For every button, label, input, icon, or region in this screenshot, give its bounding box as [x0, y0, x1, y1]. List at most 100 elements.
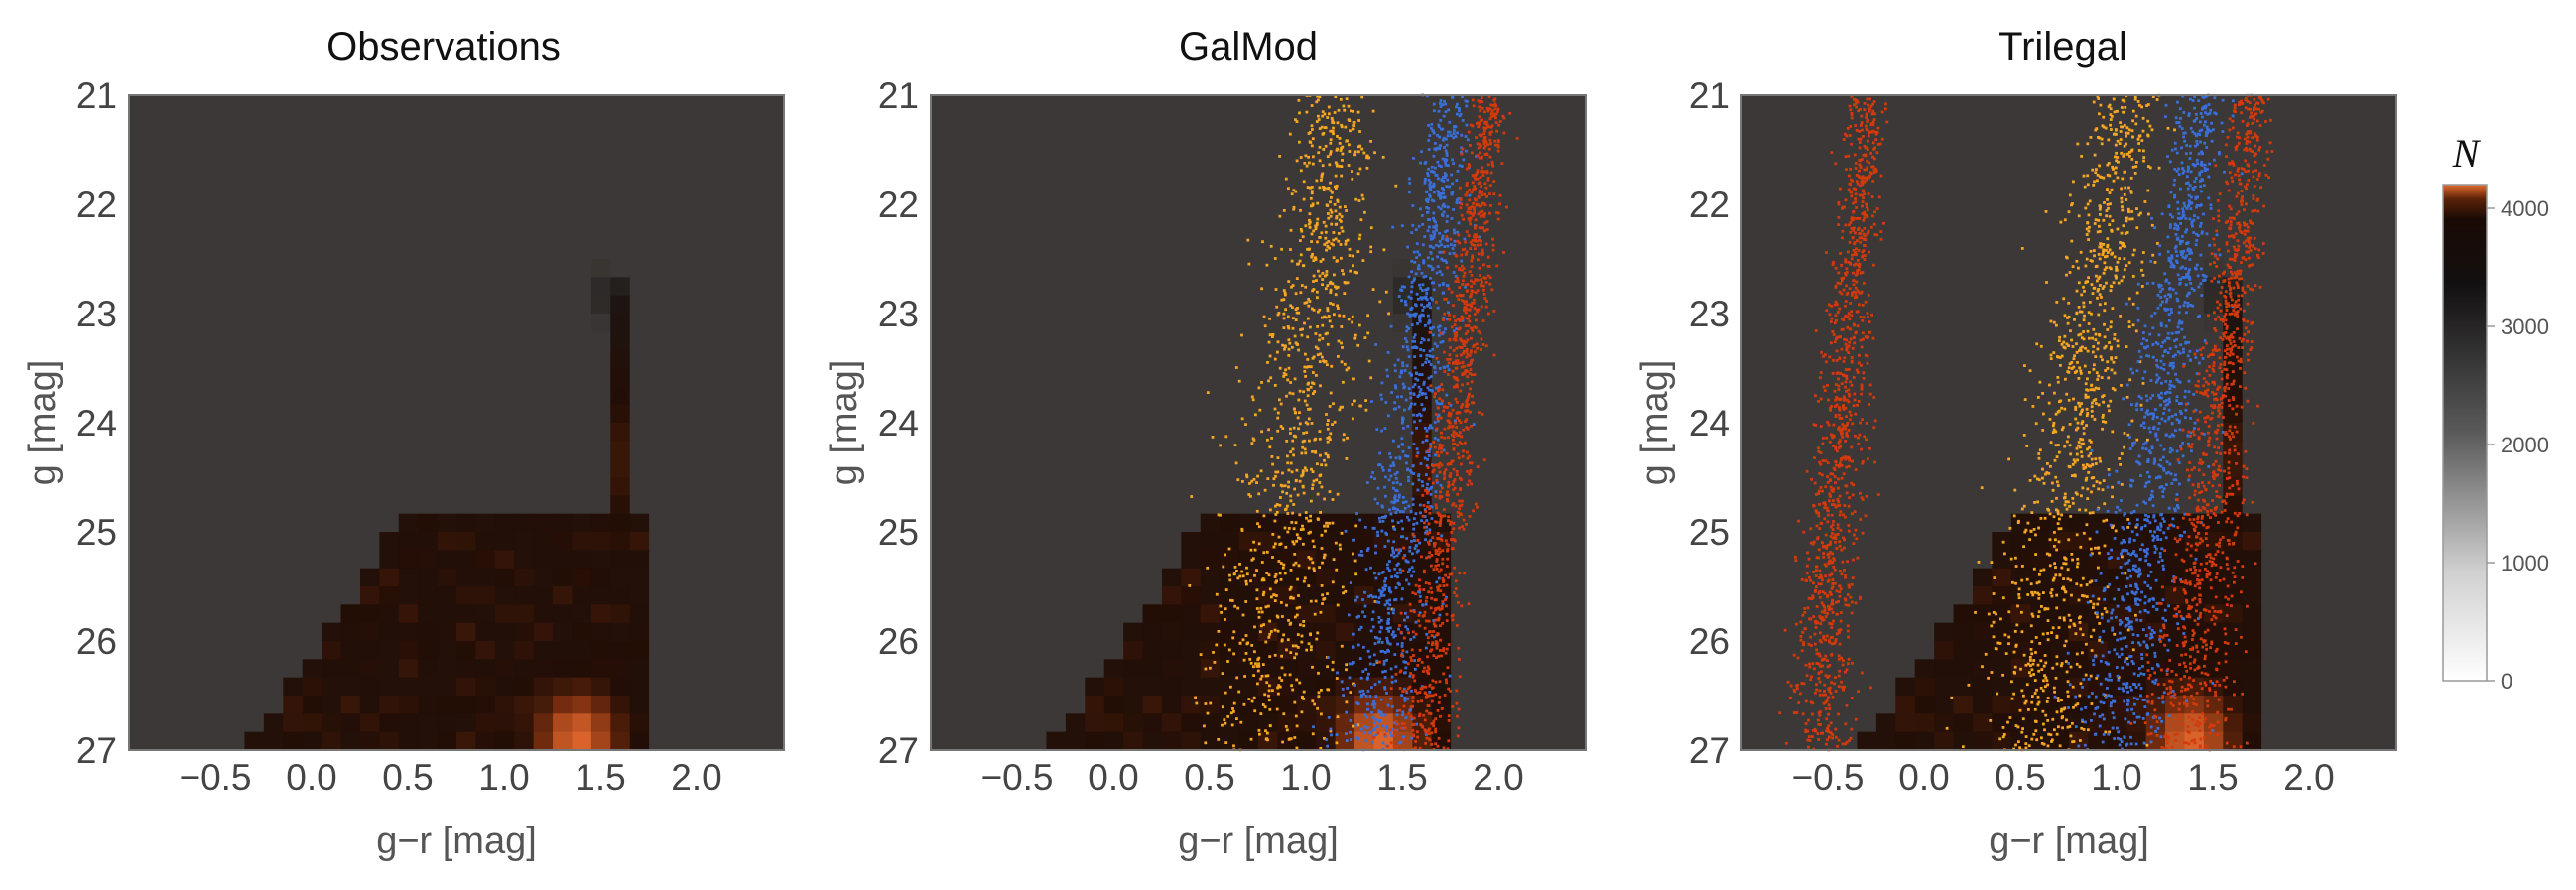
scatter-point [1257, 728, 1261, 732]
heatmap-cell [1007, 532, 1028, 551]
scatter-point [1318, 274, 1322, 278]
scatter-point [1413, 314, 1417, 318]
heatmap-cell [988, 477, 1009, 496]
scatter-point [1274, 288, 1278, 291]
scatter-point [1352, 264, 1354, 268]
scatter-point [1428, 388, 1431, 392]
scatter-point [1250, 442, 1254, 445]
scatter-point [1272, 545, 1276, 549]
scatter-point [1378, 451, 1381, 455]
heatmap-cell [1412, 131, 1433, 151]
scatter-point [1387, 469, 1391, 472]
scatter-point [1311, 561, 1315, 565]
scatter-point [1332, 231, 1336, 234]
scatter-point [1430, 298, 1434, 301]
heatmap-cell [1508, 659, 1529, 679]
scatter-point [1475, 342, 1479, 346]
scatter-point [1413, 355, 1416, 358]
heatmap-cell [1258, 404, 1279, 424]
heatmap-cell [340, 131, 361, 151]
heatmap-cell [553, 386, 574, 406]
heatmap-cell [1085, 622, 1105, 642]
heatmap-cell [764, 131, 785, 151]
heatmap-cell [167, 568, 188, 587]
heatmap-cell [707, 222, 727, 242]
heatmap-cell [1046, 186, 1067, 205]
heatmap-cell [148, 586, 169, 605]
heatmap-cell [340, 677, 361, 697]
heatmap-cell [610, 659, 631, 679]
scatter-point [1291, 644, 1295, 648]
heatmap-cell [475, 240, 496, 260]
heatmap-cell [1027, 495, 1048, 515]
heatmap-cell [649, 259, 670, 278]
heatmap-cell [1566, 423, 1587, 442]
heatmap-cell [148, 168, 169, 188]
scatter-point [1446, 318, 1449, 321]
scatter-point [1444, 327, 1447, 331]
heatmap-cell [572, 641, 592, 660]
heatmap-cell [533, 713, 554, 733]
scatter-point [1364, 399, 1367, 402]
scatter-point [1393, 363, 1397, 367]
scatter-point [1407, 327, 1411, 330]
heatmap-cell [475, 331, 496, 351]
heatmap-cell [950, 368, 970, 387]
scatter-point [1428, 528, 1432, 532]
heatmap-cell [283, 150, 304, 169]
heatmap-cell [1566, 441, 1587, 460]
scatter-point [1295, 652, 1298, 656]
scatter-point [1345, 97, 1349, 101]
scatter-point [1322, 220, 1326, 224]
scatter-point [1312, 155, 1315, 159]
heatmap-cell [475, 550, 496, 570]
scatter-point [1265, 550, 1269, 554]
heatmap-cell [610, 240, 631, 260]
heatmap-cell [1007, 550, 1028, 570]
heatmap-cell [649, 113, 670, 133]
scatter-point [1424, 295, 1428, 299]
scatter-point [1307, 642, 1311, 646]
scatter-point [1347, 118, 1351, 122]
heatmap-cell [1547, 513, 1568, 533]
scatter-point [1451, 96, 1455, 99]
scatter-point [1277, 560, 1281, 563]
scatter-point [1379, 393, 1383, 397]
scatter-point [1332, 121, 1336, 125]
heatmap-cell [1547, 240, 1568, 260]
scatter-point [1412, 336, 1416, 339]
heatmap-cell [167, 240, 188, 260]
heatmap-cell [398, 331, 419, 351]
scatter-point [1334, 285, 1337, 289]
heatmap-cell [668, 641, 689, 660]
heatmap-cell [1142, 331, 1163, 351]
heatmap-cell [302, 423, 322, 442]
heatmap-cell [1566, 131, 1587, 151]
scatter-point [1444, 651, 1448, 655]
heatmap-cell [707, 441, 727, 460]
heatmap-cell [649, 186, 670, 205]
heatmap-cell [764, 204, 785, 223]
scatter-point [1438, 231, 1441, 235]
scatter-point [1319, 260, 1323, 263]
scatter-point [1485, 120, 1488, 124]
scatter-point [1336, 135, 1339, 138]
heatmap-cell [687, 277, 708, 297]
heatmap-cell [1508, 150, 1529, 169]
scatter-point [1289, 432, 1292, 435]
scatter-point [1434, 220, 1438, 224]
heatmap-cell [1065, 622, 1086, 642]
scatter-point [1421, 391, 1425, 395]
scatter-point [1321, 337, 1325, 340]
heatmap-cell [988, 240, 1009, 260]
heatmap-cell [475, 659, 496, 679]
heatmap-cell [456, 349, 477, 369]
scatter-point [1408, 568, 1411, 572]
scatter-point [1313, 256, 1317, 260]
scatter-point [1455, 179, 1459, 182]
scatter-point [1438, 324, 1442, 328]
scatter-point [1306, 317, 1310, 320]
scatter-point [1332, 132, 1335, 136]
scatter-point [1289, 248, 1292, 251]
heatmap-cell [1027, 240, 1048, 260]
